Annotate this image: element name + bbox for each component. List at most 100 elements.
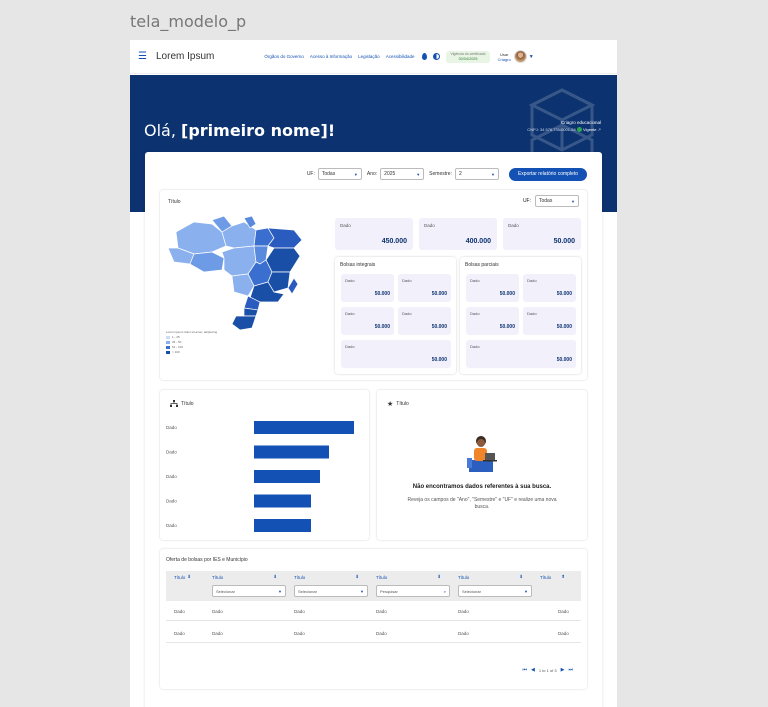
bar[interactable]	[254, 470, 320, 483]
column-header[interactable]: Título ⬇	[376, 574, 441, 580]
map-region-es[interactable]	[287, 277, 299, 295]
bar[interactable]	[254, 519, 311, 532]
brazil-map[interactable]	[164, 212, 309, 332]
table-cell: Dado	[376, 631, 387, 636]
filter-placeholder: Selecionar	[462, 588, 481, 594]
greeting-title: Olá, [primeiro nome]!	[144, 121, 335, 140]
column-header[interactable]: Título ⬇	[294, 574, 359, 580]
column-filter-select[interactable]: Selecionar ▼	[212, 585, 286, 597]
integral-scholarships-panel: Bolsas integrais Dado 50.000 Dado 50.000 D…	[335, 257, 456, 374]
brand-name[interactable]: Lorem Ipsum	[156, 51, 215, 62]
overview-uf-label: UF:	[522, 198, 531, 204]
user-info[interactable]: Usar Criagro	[498, 52, 511, 62]
map-region-rs[interactable]	[231, 315, 257, 331]
column-filter-select[interactable]: Selecionar ▼	[294, 585, 368, 597]
bar-chart-panel: Título Dado Dado Dado Dado Dado	[160, 390, 369, 540]
organization-info: Criagro educacional CNPJ: 34.576.735/000…	[527, 119, 601, 133]
sort-down-icon[interactable]: ⬇	[187, 574, 192, 579]
pagination: ⏮ ◀ 1 to 1 of 3 ▶ ⏭	[522, 667, 573, 673]
ano-label: Ano:	[366, 171, 378, 177]
org-name: Criagro educacional	[560, 120, 601, 125]
top-nav: Órgãos do Governo Acesso à Informação Le…	[264, 54, 414, 59]
sort-down-icon[interactable]: ⬇	[519, 574, 524, 579]
stat-label: Dado	[402, 278, 412, 283]
nav-link-acesso[interactable]: Acesso à Informação	[309, 54, 353, 59]
ano-select[interactable]: 2025 ▼	[380, 168, 425, 180]
nav-link-acessibilidade[interactable]: Acessibilidade	[385, 54, 415, 59]
column-header[interactable]: Título ⬆	[540, 574, 565, 580]
column-header-label: Título	[212, 574, 224, 580]
first-page-icon[interactable]: ⏮	[522, 667, 527, 673]
star-icon: ★	[387, 401, 394, 408]
external-link-icon[interactable]: ↗	[597, 127, 601, 132]
column-filter-select[interactable]: Selecionar ▼	[458, 585, 532, 597]
page-frame: ☰ Lorem Ipsum Órgãos do Governo Acesso à…	[130, 40, 617, 707]
nav-link-orgaos[interactable]: Órgãos do Governo	[264, 54, 304, 59]
chevron-down-icon: ▼	[524, 588, 528, 594]
overview-uf-filter: UF: Todas ▼	[523, 195, 579, 207]
bar[interactable]	[254, 421, 354, 434]
chevron-down-icon: ▼	[360, 588, 364, 594]
water-drop-icon[interactable]	[422, 53, 428, 60]
bar[interactable]	[254, 494, 311, 508]
column-search-input[interactable]: Pesquisar ⌕	[376, 585, 450, 597]
sort-down-icon[interactable]: ⬇	[437, 574, 442, 579]
stat-value: 50.000	[556, 291, 572, 297]
map-region-ro[interactable]	[189, 251, 225, 273]
verified-text: Vigente	[583, 127, 597, 132]
chevron-down-icon[interactable]: ▼	[528, 53, 534, 60]
stat-label: Dado	[470, 311, 480, 316]
legend-item: > 100	[172, 350, 180, 354]
legend-item: 26 - 50	[172, 340, 182, 344]
sort-down-icon[interactable]: ⬇	[355, 574, 360, 579]
table-panel: Oferta de bolsas por IES e Município Tít…	[160, 549, 587, 689]
pagination-info: 1 to 1 of 3	[538, 667, 557, 673]
table-cell: Dado	[174, 631, 185, 636]
export-report-button[interactable]: Exportar relatório completo	[508, 167, 587, 181]
person-laptop-illustration	[467, 436, 497, 472]
table-cell: Dado	[294, 609, 305, 614]
bar-chart: Dado Dado Dado Dado Dado	[166, 421, 354, 532]
column-header[interactable]: Título ⬇	[212, 574, 277, 580]
bar[interactable]	[254, 445, 329, 459]
semestre-label: Semestre:	[429, 171, 452, 177]
overview-uf-value: Todas	[539, 198, 553, 204]
stat-card: Dado 50.000	[503, 218, 581, 250]
previous-page-icon[interactable]: ◀	[530, 667, 535, 673]
uf-select[interactable]: Todas ▼	[317, 168, 362, 180]
menu-icon[interactable]: ☰	[138, 51, 147, 62]
user-line1: Usar	[499, 51, 509, 57]
sort-down-icon[interactable]: ⬇	[273, 574, 278, 579]
map-region-ba[interactable]	[265, 247, 301, 273]
map-region-ms[interactable]	[231, 273, 255, 297]
map-region-ap[interactable]	[243, 215, 257, 229]
column-header[interactable]: Título ⬇	[458, 574, 523, 580]
last-page-icon[interactable]: ⏭	[568, 667, 573, 673]
column-header[interactable]: Título ⬇	[174, 574, 191, 580]
search-icon[interactable]: ⌕	[443, 588, 446, 594]
legend-title: Lorem ipsum dolor sit amet, adipiscing	[166, 330, 218, 334]
partial-stat: Dado 50.000	[523, 307, 576, 335]
overview-uf-select[interactable]: Todas ▼	[535, 195, 579, 207]
canvas-label: tela_modelo_p	[130, 12, 247, 31]
column-header-label: Título	[174, 574, 186, 580]
table-row: Dado Dado Dado Dado Dado Dado	[166, 623, 581, 643]
bar-category-label: Dado	[166, 499, 177, 504]
next-page-icon[interactable]: ▶	[560, 667, 565, 673]
semestre-select[interactable]: 2 ▼	[454, 168, 499, 180]
table-cell: Dado	[458, 609, 469, 614]
contrast-icon[interactable]	[433, 53, 441, 60]
partial-stat: Dado 50.000	[466, 274, 519, 302]
nav-link-legislacao[interactable]: Legislação	[358, 54, 380, 59]
stat-value: 50.000	[431, 324, 447, 330]
semestre-select-value: 2	[458, 171, 462, 177]
avatar[interactable]	[513, 50, 527, 63]
empty-state-panel: ★ Título Não encontramos dados referente…	[377, 390, 587, 540]
partial-stat: Dado 50.000	[466, 307, 519, 335]
legend-swatch	[166, 341, 170, 344]
filter-placeholder: Pesquisar	[380, 588, 398, 594]
table-cell: Dado	[558, 609, 569, 614]
sort-up-icon[interactable]: ⬆	[561, 574, 566, 579]
partial-stat: Dado 50.000	[466, 340, 576, 368]
stat-label: Dado	[527, 311, 537, 316]
